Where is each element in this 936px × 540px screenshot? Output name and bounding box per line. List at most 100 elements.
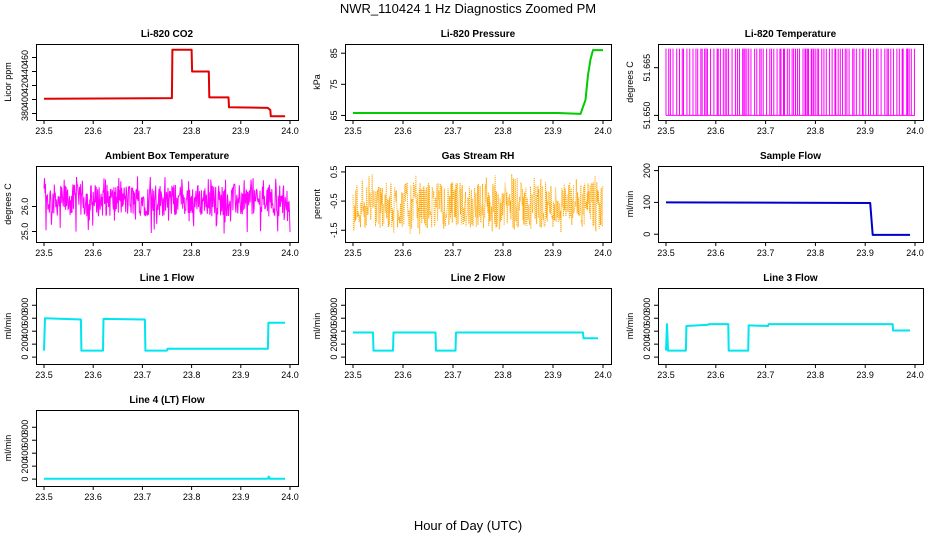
y-tick-label: 200 (20, 337, 30, 352)
data-series (352, 174, 604, 235)
plot-frame (658, 288, 924, 365)
x-tick-label: 23.7 (134, 126, 152, 136)
y-tick-label: 400 (20, 324, 30, 339)
x-tick-label: 23.8 (807, 126, 825, 136)
panel-title: Li-820 Pressure (441, 29, 516, 40)
x-tick-label: 23.6 (84, 248, 102, 258)
plot-frame (345, 44, 612, 121)
x-tick-label: 23.7 (444, 248, 462, 258)
x-tick-label: 23.7 (134, 492, 152, 502)
y-tick-label: 400 (329, 324, 339, 339)
x-tick-label: 23.9 (544, 126, 562, 136)
panel-2: Li-820 Pressure kPa 23.5 23.6 23.7 23.8 23.9 24… (312, 29, 612, 136)
y-tick-label: 400 (20, 92, 30, 107)
series-line (665, 323, 910, 352)
y-tick-label: 600 (642, 311, 652, 326)
panel-5: Gas Stream RH percent 23.5 23.6 23.7 23.8 23.9… (312, 151, 612, 258)
x-tick-label: 23.8 (807, 248, 825, 258)
x-tick-label: 23.9 (232, 492, 250, 502)
x-tick-label: 23.9 (544, 370, 562, 380)
series-line (353, 331, 598, 352)
x-tick-label: 23.5 (35, 492, 53, 502)
x-tick-label: 23.7 (134, 248, 152, 258)
y-tick-label: 51.650 (642, 102, 652, 130)
x-tick-label: 23.5 (35, 248, 53, 258)
plot-frame (658, 166, 924, 243)
x-tick-label: 23.7 (134, 370, 152, 380)
y-tick-label: 600 (20, 311, 30, 326)
panel-title: Line 4 (LT) Flow (129, 395, 205, 406)
panel-4: Ambient Box Temperature degrees C 23.5 23.6… (3, 151, 299, 258)
x-tick-label: 23.8 (494, 126, 512, 136)
x-tick-label: 23.6 (84, 492, 102, 502)
x-tick-label: 23.6 (84, 370, 102, 380)
x-tick-label: 23.6 (707, 248, 725, 258)
series-line (43, 48, 286, 118)
x-tick-label: 23.8 (494, 248, 512, 258)
data-series (43, 48, 286, 118)
plot-frame (345, 166, 612, 243)
y-tick-label: 0.5 (329, 166, 339, 179)
series-line (665, 48, 915, 116)
y-axis-label: ml/min (3, 435, 13, 462)
data-series (665, 201, 910, 236)
x-tick-label: 23.6 (707, 126, 725, 136)
y-tick-label: 0 (642, 232, 652, 237)
y-tick-label: 75 (329, 79, 339, 89)
panel-title: Line 2 Flow (451, 273, 506, 284)
x-tick-label: 23.8 (183, 370, 201, 380)
x-tick-label: 24.0 (906, 370, 924, 380)
x-tick-label: 23.9 (856, 126, 874, 136)
x-tick-label: 24.0 (594, 126, 612, 136)
y-axis-label: ml/min (3, 313, 13, 340)
x-tick-label: 24.0 (906, 126, 924, 136)
y-tick-label: 65 (329, 110, 339, 120)
x-tick-label: 23.7 (757, 126, 775, 136)
x-tick-label: 24.0 (594, 248, 612, 258)
y-axis-label: kPa (312, 74, 322, 90)
x-tick-label: 23.9 (232, 370, 250, 380)
x-tick-label: 24.0 (281, 126, 299, 136)
x-tick-label: 23.5 (657, 248, 675, 258)
y-axis-label: ml/min (312, 313, 322, 340)
main-title: NWR_110424 1 Hz Diagnostics Zoomed PM (339, 1, 597, 16)
y-tick-label: 800 (20, 298, 30, 313)
y-tick-label: 600 (329, 311, 339, 326)
panel-title: Line 3 Flow (763, 273, 818, 284)
y-tick-label: 800 (642, 298, 652, 313)
y-axis-label: degrees C (625, 61, 635, 103)
y-tick-label: 0 (642, 355, 652, 360)
data-series (353, 331, 598, 352)
y-tick-label: 100 (642, 195, 652, 210)
x-tick-label: 24.0 (906, 248, 924, 258)
x-tick-label: 23.8 (494, 370, 512, 380)
x-tick-label: 23.8 (183, 126, 201, 136)
y-tick-label: 380 (20, 106, 30, 121)
x-tick-label: 23.5 (657, 370, 675, 380)
series-line (353, 49, 603, 115)
x-tick-label: 23.6 (394, 248, 412, 258)
panel-1: Li-820 CO2 Licor ppm 23.5 23.6 23.7 23.8 23.9 2… (3, 29, 299, 136)
y-tick-label: 200 (20, 459, 30, 474)
x-tick-label: 23.8 (183, 248, 201, 258)
x-tick-label: 23.5 (35, 370, 53, 380)
x-tick-label: 24.0 (594, 370, 612, 380)
x-tick-label: 23.7 (444, 370, 462, 380)
data-series (44, 475, 286, 480)
y-tick-label: 460 (20, 50, 30, 65)
y-tick-label: 200 (642, 163, 652, 178)
y-tick-label: 600 (20, 433, 30, 448)
x-tick-label: 23.7 (757, 248, 775, 258)
y-axis-label: ml/min (625, 313, 635, 340)
data-series (43, 176, 291, 234)
panel-7: Line 1 Flow ml/min 23.5 23.6 23.7 23.8 23.9 24.… (3, 273, 299, 380)
y-tick-label: 25.0 (20, 223, 30, 241)
panel-8: Line 2 Flow ml/min 23.5 23.6 23.7 23.8 23.9 24.… (312, 273, 612, 380)
x-tick-label: 23.6 (84, 126, 102, 136)
x-tick-label: 24.0 (281, 248, 299, 258)
plot-frame (36, 44, 299, 121)
y-tick-label: 400 (642, 324, 652, 339)
y-axis-label: ml/min (625, 191, 635, 218)
x-tick-label: 24.0 (281, 492, 299, 502)
